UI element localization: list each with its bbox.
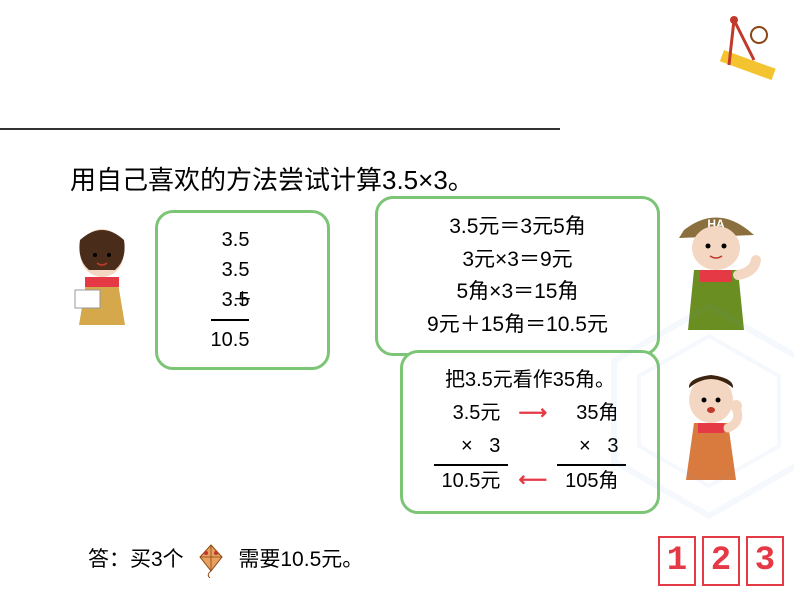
page-title: 用自己喜欢的方法尝试计算3.5×3。 (70, 160, 474, 197)
answer-prefix: 答：买3个 (88, 548, 184, 571)
page-3-button[interactable]: 3 (746, 536, 784, 586)
conv-left-res: 10.5元 (434, 464, 509, 497)
arrow-right-icon: ⟶ (510, 398, 555, 429)
conv-left-top: 3.5元 (434, 398, 509, 429)
student-girl-icon (55, 225, 150, 350)
method-addition-bubble: 3.5 3.5 ＋ 3.5 10.5 (155, 210, 330, 370)
divider-line (0, 128, 560, 130)
page-2-button[interactable]: 2 (702, 536, 740, 586)
page-nav: 1 2 3 (658, 536, 784, 586)
answer-suffix: 需要10.5元。 (238, 548, 363, 571)
kite-icon (194, 543, 229, 578)
conv-mult-left: × 3 (434, 431, 509, 462)
add-line-1: 3.5 (211, 225, 250, 255)
method-convert-bubble: 把3.5元看作35角。 3.5元 ⟶ 35角 × 3 × 3 10.5元 ⟵ 1… (400, 350, 660, 514)
decomp-line-2: 3元×3＝9元 (396, 244, 639, 277)
decomp-line-1: 3.5元＝3元5角 (396, 211, 639, 244)
plus-sign: ＋ (233, 285, 253, 315)
conv-right-top: 35角 (557, 398, 626, 429)
page-1-button[interactable]: 1 (658, 536, 696, 586)
convert-table: 3.5元 ⟶ 35角 × 3 × 3 10.5元 ⟵ 105角 (432, 396, 629, 499)
answer-line: 答：买3个 需要10.5元。 (88, 543, 363, 578)
student-boy-cap-icon: HA (664, 200, 769, 345)
add-result: 10.5 (211, 319, 250, 355)
add-line-2: 3.5 (211, 255, 250, 285)
conv-mult-right: × 3 (557, 431, 626, 462)
method-decompose-bubble: 3.5元＝3元5角 3元×3＝9元 5角×3＝15角 9元＋15角＝10.5元 (375, 196, 660, 356)
decomp-line-4: 9元＋15角＝10.5元 (396, 309, 639, 342)
convert-header: 把3.5元看作35角。 (421, 365, 639, 396)
student-boy-thinking-icon (664, 370, 759, 495)
conv-right-res: 105角 (557, 464, 626, 497)
arrow-left-icon: ⟵ (510, 464, 555, 497)
decomp-line-3: 5角×3＝15角 (396, 276, 639, 309)
compass-ruler-icon (714, 10, 784, 80)
